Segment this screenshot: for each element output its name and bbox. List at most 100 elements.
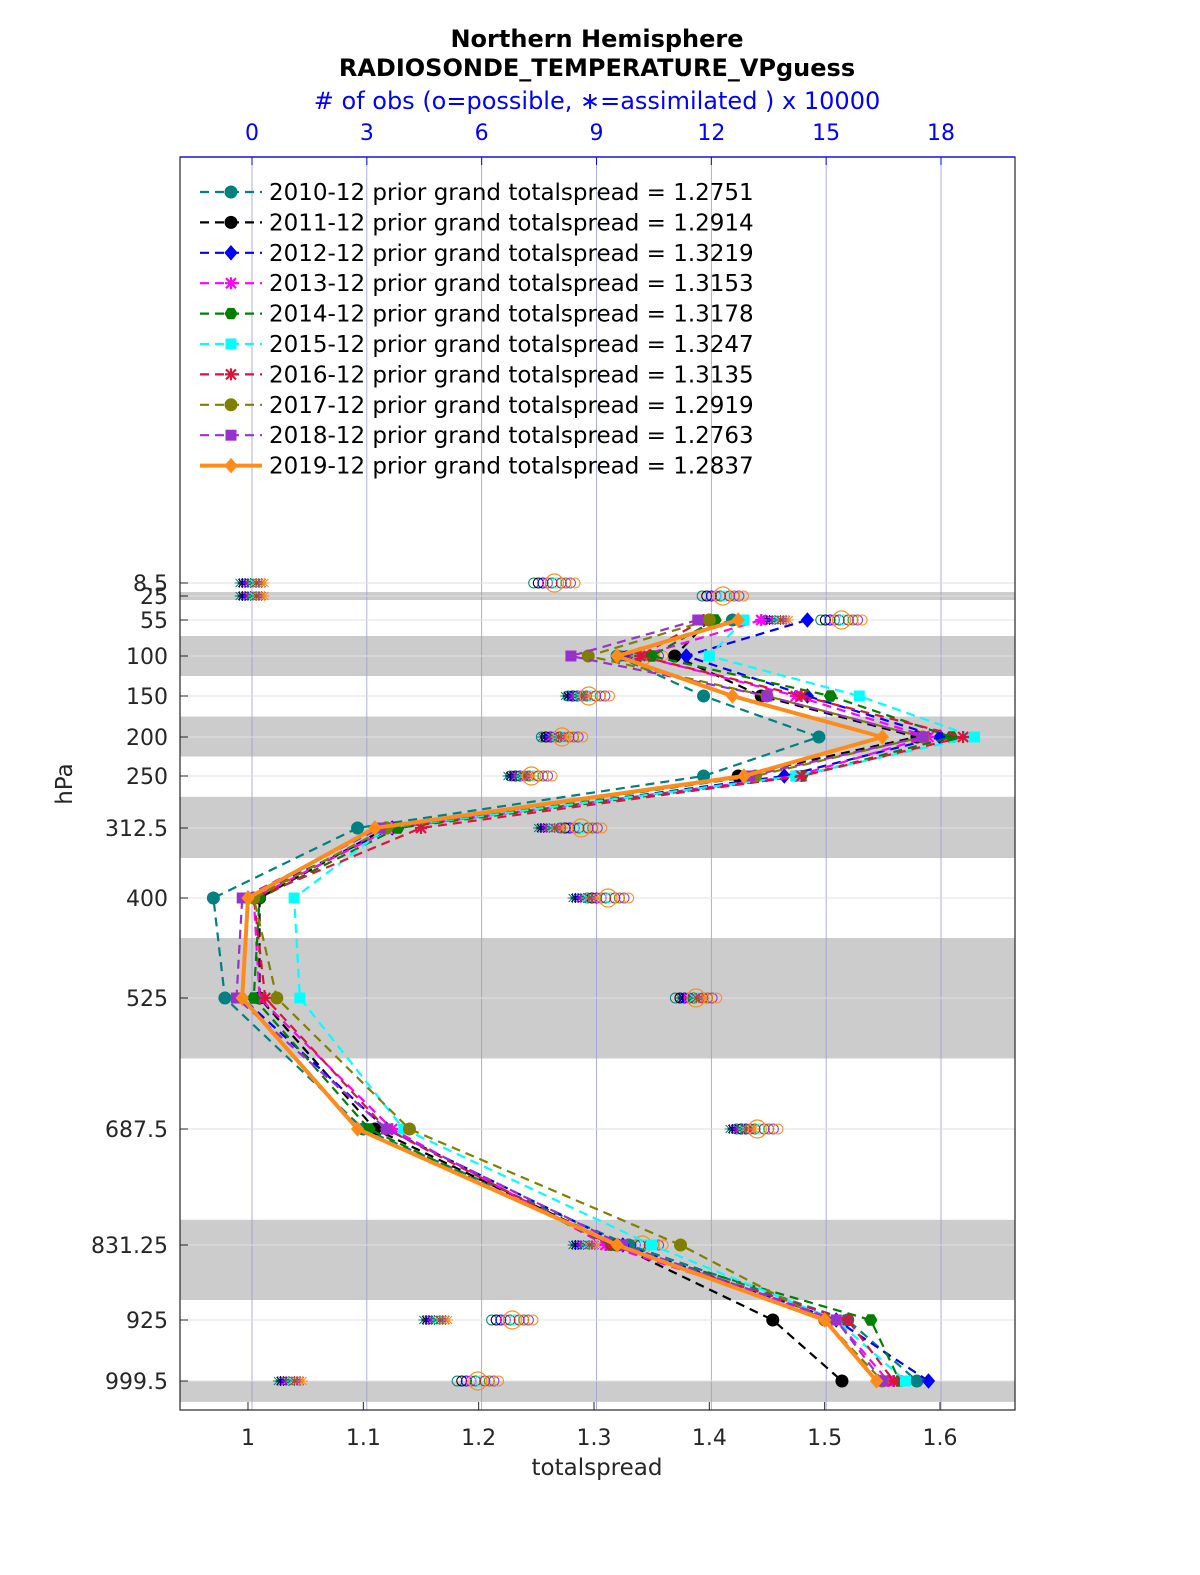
obs-possible-marker [763, 1123, 775, 1135]
series-point [969, 731, 981, 743]
plot-background [180, 157, 1015, 1410]
y-tick-label: 55 [140, 609, 168, 634]
legend-marker [224, 398, 238, 412]
obs-possible-marker-highlight [579, 686, 599, 706]
series-point [921, 1373, 936, 1389]
legend-entry: 2017-12 prior grand totalspread = 1.2919 [269, 393, 754, 419]
obs-possible-marker-highlight [713, 586, 733, 606]
obs-possible-marker [591, 822, 603, 834]
series-point [887, 1375, 900, 1387]
obs-possible-marker [451, 1375, 463, 1387]
obs-possible-marker [551, 577, 563, 589]
obs-possible-marker [546, 577, 558, 589]
obs-possible-marker [728, 590, 740, 602]
obs-possible-marker [819, 614, 831, 626]
obs-possible-marker [618, 892, 630, 904]
obs-possible-marker-highlight [521, 766, 542, 786]
obs-possible-marker-highlight [598, 888, 618, 908]
series-point [692, 614, 704, 626]
series-point [697, 689, 711, 703]
series-point [957, 731, 970, 743]
obs-possible-marker [504, 1314, 516, 1326]
obs-possible-marker-highlight [686, 988, 706, 1008]
top-axis-label: # of obs (o=possible, ∗=assimilated ) x … [314, 87, 880, 115]
legend-marker [225, 429, 237, 441]
series-point [241, 890, 255, 906]
obs-possible-marker-highlight [747, 1119, 767, 1139]
obs-possible-marker [772, 1123, 784, 1135]
series-line [252, 618, 933, 1382]
series-point [755, 614, 768, 626]
obs-possible-marker [824, 614, 836, 626]
obs-possible-marker [460, 1375, 472, 1387]
obs-possible-marker-highlight [831, 610, 852, 630]
y-tick-label: 687.5 [105, 1118, 168, 1143]
series-point [351, 821, 365, 835]
obs-possible-marker [522, 1314, 534, 1326]
x-axis-label: totalspread [532, 1455, 663, 1481]
y-tick-label: 525 [126, 987, 168, 1012]
series-point [703, 650, 715, 662]
obs-possible-marker [470, 1375, 482, 1387]
y-tick-label: 200 [126, 726, 168, 751]
y-tick-label: 150 [126, 685, 168, 710]
obs-possible-marker [542, 770, 554, 782]
series-point [610, 1237, 624, 1253]
obs-assimilated-marker [443, 1315, 454, 1325]
legend-entry: 2019-12 prior grand totalspread = 1.2837 [269, 454, 754, 480]
series-line [212, 618, 918, 1382]
obs-possible-marker-highlight [544, 573, 564, 593]
x-tick-label: 1.6 [923, 1426, 958, 1451]
series-point [646, 1239, 658, 1251]
series-point [917, 731, 929, 743]
series-lines [206, 612, 981, 1389]
series-point [259, 992, 272, 1004]
shaded-band [180, 1381, 1015, 1402]
obs-possible-marker [838, 614, 850, 626]
y-tick-label: 400 [126, 887, 168, 912]
obs-assimilated-marker [259, 591, 270, 601]
series-point [853, 690, 865, 702]
obs-possible-marker [719, 590, 731, 602]
series-point [899, 1375, 911, 1387]
series-line [252, 619, 956, 1382]
obs-possible-marker [532, 577, 544, 589]
obs-assimilated-marker [259, 578, 270, 588]
series-point [823, 690, 838, 702]
series-point [634, 650, 647, 662]
legend-marker [224, 457, 238, 474]
series-point [864, 1314, 878, 1326]
top-tick-label: 6 [475, 121, 489, 146]
obs-possible-marker [715, 590, 727, 602]
obs-possible-marker [594, 690, 606, 702]
obs-assimilated-marker [592, 893, 603, 903]
obs-possible-marker [696, 590, 708, 602]
series-point [702, 613, 716, 627]
obs-possible-marker [852, 614, 864, 626]
obs-possible-marker [560, 577, 572, 589]
series-point [800, 612, 815, 628]
obs-possible-marker [847, 614, 859, 626]
obs-possible-marker [573, 822, 585, 834]
series-point [766, 1313, 780, 1327]
series-point [350, 1121, 365, 1137]
obs-assimilated-marker [297, 1376, 308, 1386]
top-tick-label: 15 [812, 121, 840, 146]
obs-assimilated-marker [561, 732, 572, 742]
series-point [218, 991, 232, 1005]
series-point [737, 768, 751, 784]
obs-possible-marker [572, 731, 584, 743]
y-tick-label: 312.5 [105, 817, 168, 842]
obs-possible-marker [587, 822, 599, 834]
series-point [294, 992, 306, 1004]
obs-possible-marker [613, 892, 625, 904]
series-point [402, 1122, 416, 1136]
series-point [270, 991, 284, 1005]
obs-possible-marker [564, 577, 576, 589]
obs-possible-marker-highlight [552, 727, 572, 747]
plot-area [179, 156, 1016, 1411]
legend-entry: 2013-12 prior grand totalspread = 1.3153 [269, 271, 754, 297]
series-point [415, 822, 427, 834]
obs-assimilated-marker [557, 823, 568, 833]
